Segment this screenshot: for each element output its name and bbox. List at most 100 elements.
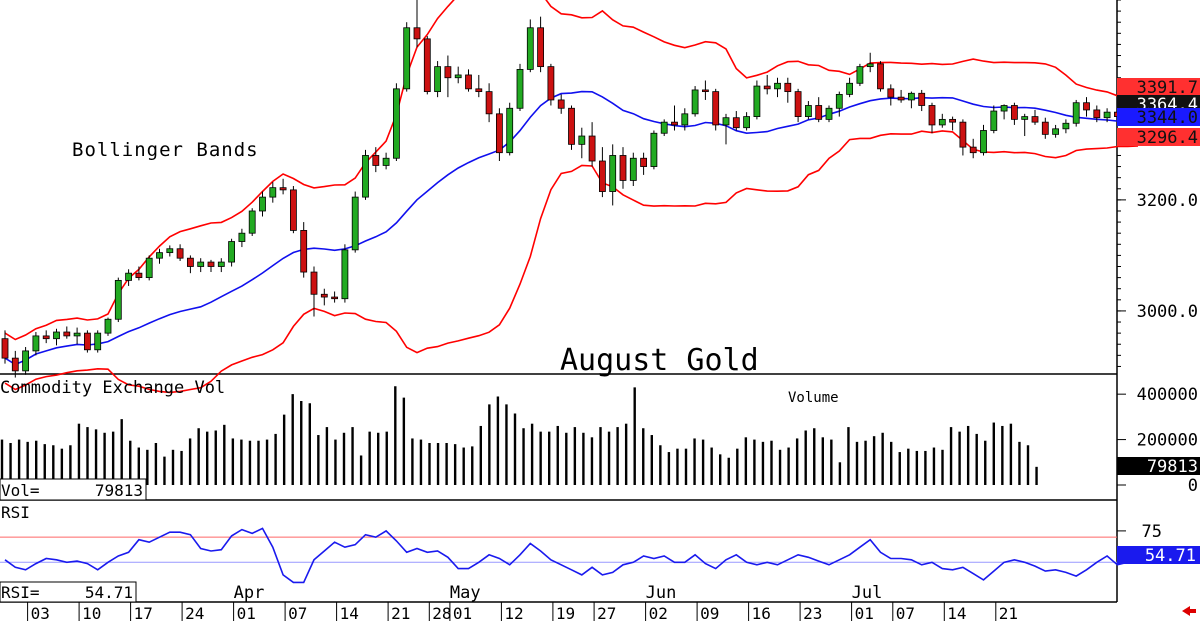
date-axis: 03 10 17 24 01 07 14 21 28 01 12 19 27 02 09 16 23 01 07 14…	[27, 583, 1018, 621]
candle-body	[846, 82, 853, 95]
candle-body	[722, 117, 730, 126]
date-tick-label: 02	[649, 604, 668, 621]
candle-body	[341, 249, 349, 300]
candle-body	[805, 105, 812, 117]
candle-body	[1000, 105, 1008, 112]
candle-body	[42, 335, 50, 340]
volume-last-label: 79813	[1147, 457, 1198, 477]
candle-body	[248, 210, 256, 234]
candle-body	[763, 85, 771, 90]
candle-body	[949, 118, 956, 123]
candle-body	[300, 230, 308, 273]
candle-body	[217, 261, 225, 267]
candle-body	[403, 27, 411, 90]
candle-body	[176, 248, 184, 259]
candle-body	[22, 350, 30, 372]
volume-last-badge	[1117, 457, 1200, 475]
date-tick-label: 03	[31, 604, 50, 621]
candle-body	[434, 66, 442, 93]
middle-band-badge	[1117, 108, 1200, 126]
date-tick-label: 01	[453, 604, 472, 621]
candle-body	[784, 82, 792, 93]
candle-body	[629, 157, 637, 181]
candle-body	[310, 271, 318, 295]
month-label: Jul	[852, 583, 883, 603]
date-tick-label: 07	[288, 604, 307, 621]
candle-body	[1062, 122, 1070, 130]
candle-body	[320, 293, 328, 298]
candle-body	[166, 248, 174, 254]
candle-body	[238, 232, 246, 242]
candle-body	[526, 27, 534, 70]
volume-annotation: Volume	[788, 390, 839, 406]
volume-tick-label: 200000	[1137, 431, 1198, 451]
candle-body	[660, 121, 668, 134]
candle-body	[928, 105, 936, 126]
rsi-lines	[0, 527, 1169, 584]
month-label: Apr	[234, 583, 265, 603]
middle-bollinger-band	[4, 90, 1139, 366]
candle-body	[382, 157, 390, 166]
date-tick-label: 28	[432, 604, 451, 621]
candle-body	[413, 27, 421, 40]
candle-body	[53, 331, 60, 340]
candle-body	[794, 91, 802, 117]
candle-body	[495, 113, 503, 154]
rsi-axis-labels: 75 54.71	[1117, 522, 1200, 566]
date-tick-label: 27	[597, 604, 616, 621]
candle-body	[1052, 128, 1059, 135]
date-tick-label: 24	[185, 604, 204, 621]
price-tick-label: 3000.0	[1137, 302, 1198, 322]
rsi-line	[4, 527, 1169, 584]
price-tick-label: 3200.0	[1137, 191, 1198, 211]
lower-band-badge	[1117, 128, 1200, 146]
scroll-left-arrow-icon[interactable]	[1182, 606, 1196, 616]
bollinger-bands-label: Bollinger Bands	[72, 139, 259, 161]
candle-body	[1, 338, 9, 359]
candle-body	[980, 130, 987, 154]
candle-body	[969, 146, 977, 154]
candle-body	[63, 331, 71, 337]
candle-body	[485, 91, 493, 115]
candle-body	[331, 296, 339, 300]
candle-body	[156, 252, 163, 259]
volume-readout-label: Vol=	[1, 481, 40, 500]
candle-body	[743, 116, 750, 129]
candle-body	[125, 272, 132, 281]
candle-body	[877, 63, 884, 90]
candle-body	[825, 107, 833, 120]
candle-body	[465, 74, 472, 90]
candle-body	[145, 257, 153, 279]
rsi-readout-box	[0, 581, 137, 603]
candle-body	[650, 132, 658, 167]
candle-body	[1072, 102, 1080, 124]
candle-body	[588, 135, 596, 162]
candle-body	[1083, 102, 1090, 111]
candle-body	[207, 261, 215, 267]
candle-body	[32, 335, 40, 352]
date-tick-label: 07	[896, 604, 915, 621]
candle-body	[94, 332, 102, 351]
candle-body	[259, 196, 266, 212]
rsi-readout-value: 54.71	[85, 583, 133, 602]
candle-body	[1021, 116, 1029, 120]
candle-body	[815, 105, 823, 120]
candle-body	[73, 332, 81, 337]
candle-body	[732, 117, 740, 129]
candle-body	[599, 160, 606, 192]
candle-body	[774, 82, 781, 90]
price-candles	[1, 0, 1142, 378]
candle-body	[856, 66, 864, 84]
candle-body	[135, 272, 143, 279]
candle-body	[557, 99, 565, 109]
candle-body	[104, 318, 112, 334]
candle-body	[568, 107, 575, 145]
date-tick-label: 23	[803, 604, 822, 621]
volume-tick-label: 0	[1188, 476, 1198, 496]
candle-body	[897, 96, 905, 101]
candle-body	[362, 155, 369, 198]
candle-body	[197, 261, 205, 267]
candle-body	[279, 187, 287, 191]
